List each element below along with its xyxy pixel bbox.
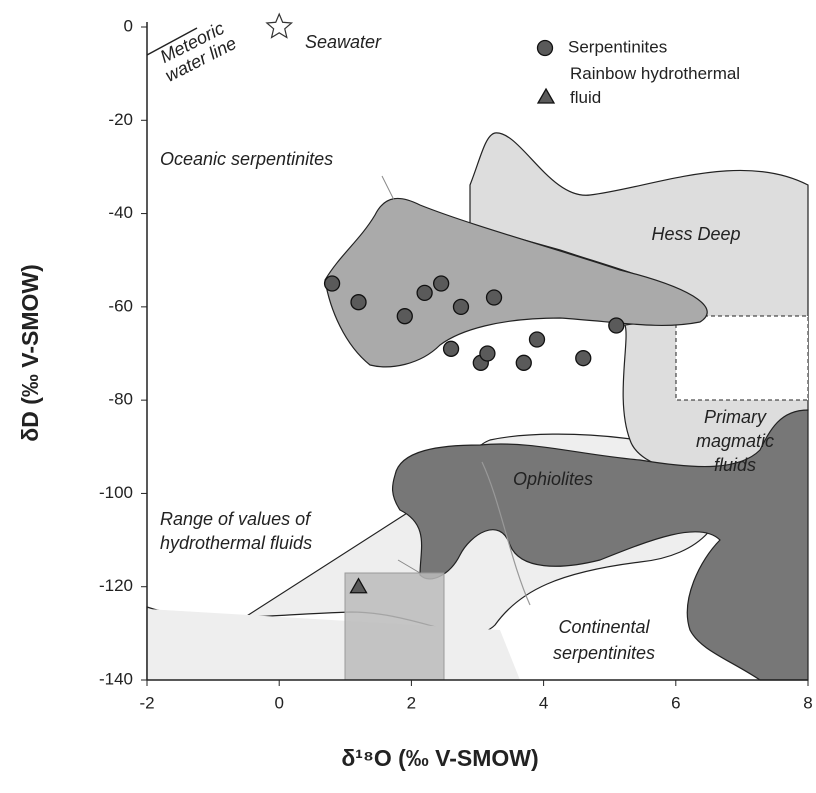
y-axis-label: δD (‰ V-SMOW) xyxy=(17,264,43,442)
annotation: Oceanic serpentinites xyxy=(160,149,333,169)
point xyxy=(323,275,341,292)
y-tick-label: -20 xyxy=(108,110,133,129)
annotation: Seawater xyxy=(305,32,382,52)
continental-boundary xyxy=(481,461,531,606)
legend-marker xyxy=(536,39,554,57)
point xyxy=(265,12,294,39)
meteoric-line xyxy=(146,27,198,56)
legend-marker xyxy=(536,87,556,104)
y-tick-label: -100 xyxy=(99,483,133,502)
point xyxy=(479,345,496,362)
annotation: hydrothermal fluids xyxy=(160,533,312,553)
y-tick-label: 0 xyxy=(124,16,133,35)
point xyxy=(575,350,592,367)
primary-magmatic-box xyxy=(675,315,809,401)
point xyxy=(350,294,367,311)
annotation: serpentinites xyxy=(553,643,655,663)
hydrothermal-range xyxy=(344,572,445,681)
x-tick-label: 4 xyxy=(539,693,548,712)
legend-label: Rainbow hydrothermal fluid xyxy=(570,64,741,107)
y-tick-label: -80 xyxy=(108,390,133,409)
annotation: Hess Deep xyxy=(651,224,740,244)
point xyxy=(608,317,625,334)
x-tick-label: 8 xyxy=(803,693,812,712)
y-tick-label: -40 xyxy=(108,203,133,222)
point xyxy=(528,331,546,348)
point xyxy=(349,577,368,594)
x-tick-label: 6 xyxy=(671,693,680,712)
annotation: Continental xyxy=(558,617,650,637)
point xyxy=(432,275,450,292)
point xyxy=(416,284,433,302)
x-tick-label: 0 xyxy=(274,693,283,712)
annotation: Primary xyxy=(704,407,767,427)
point xyxy=(485,289,503,306)
y-tick-label: -60 xyxy=(108,296,133,315)
legend-label: Serpentinites xyxy=(568,37,667,56)
point xyxy=(452,298,470,316)
y-tick-label: -140 xyxy=(99,669,133,688)
annotation: magmatic xyxy=(696,431,774,451)
x-tick-label: 2 xyxy=(407,693,416,712)
annotation: Ophiolites xyxy=(513,469,593,489)
leader-line xyxy=(397,559,421,574)
x-axis-label: δ¹⁸O (‰ V-SMOW) xyxy=(341,745,538,771)
point xyxy=(515,354,532,371)
y-tick-label: -120 xyxy=(99,576,133,595)
oceanic-region xyxy=(324,197,708,368)
leader-line xyxy=(381,175,395,201)
point xyxy=(442,340,460,357)
x-tick-label: -2 xyxy=(139,693,154,712)
point xyxy=(396,308,413,325)
annotation: Range of values of xyxy=(160,509,312,529)
annotation: fluids xyxy=(714,455,756,475)
